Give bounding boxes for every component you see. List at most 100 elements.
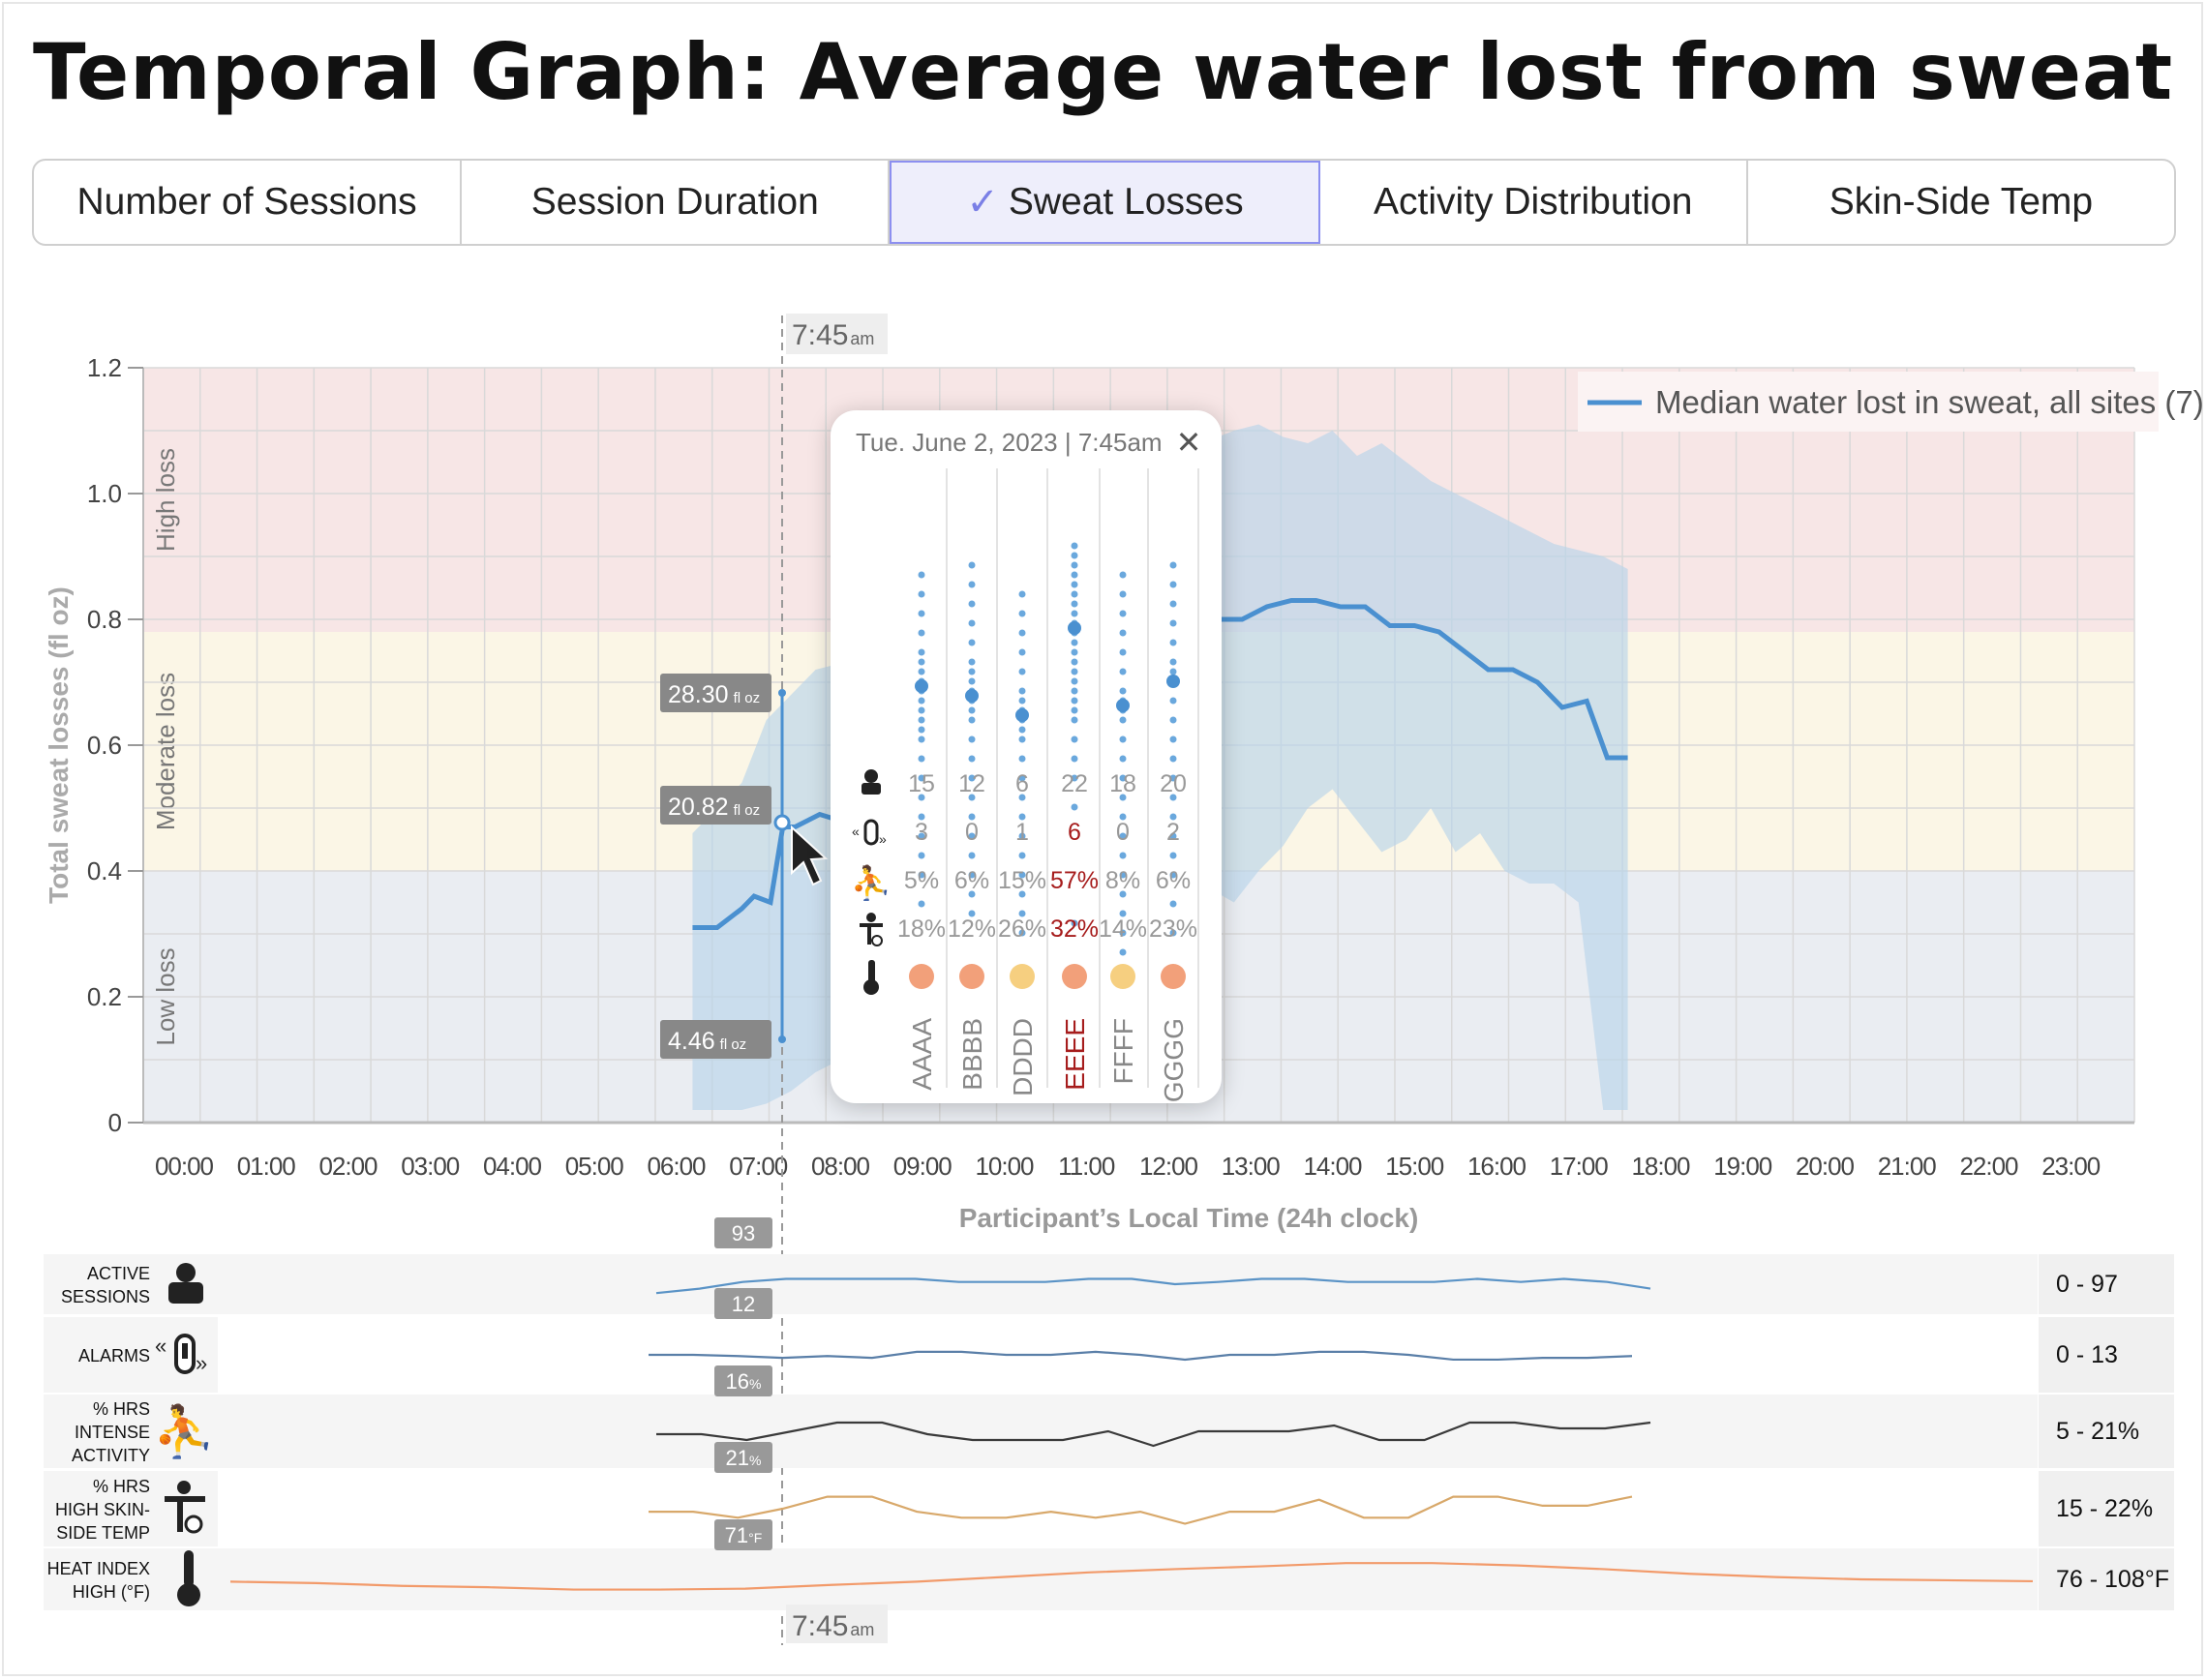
metric-label: ACTIVE xyxy=(87,1264,150,1283)
sample-dot xyxy=(1018,910,1026,917)
icon-part: ⛹ xyxy=(153,1401,216,1460)
metric-sparkline xyxy=(649,1495,1633,1525)
sample-dot xyxy=(1018,832,1026,840)
zone-label: Moderate loss xyxy=(151,673,180,830)
icon-part xyxy=(866,913,876,922)
sample-dot xyxy=(1018,735,1026,743)
icon-part xyxy=(863,819,879,846)
metric-cursor-tag xyxy=(714,1442,772,1473)
mouse-pointer-icon xyxy=(791,825,829,886)
sample-dot xyxy=(1119,852,1127,859)
sample-dot xyxy=(1071,668,1078,675)
sample-dot xyxy=(968,910,976,917)
cursor-low-dot xyxy=(778,1035,786,1043)
metric-cursor-value: 93 xyxy=(732,1221,755,1245)
x-tick-label: 05:00 xyxy=(565,1152,624,1181)
sample-dot xyxy=(1119,871,1127,879)
x-tick-label: 06:00 xyxy=(647,1152,706,1181)
x-tick-label: 11:00 xyxy=(1058,1152,1115,1181)
popup-cell: 2 xyxy=(1166,819,1180,846)
sample-dot xyxy=(1018,794,1026,801)
cursor-median-dot xyxy=(773,814,791,831)
sample-dot xyxy=(1071,735,1078,743)
sample-dot xyxy=(1169,561,1177,569)
tab-session-duration[interactable]: Session Duration xyxy=(462,161,891,244)
sample-dot xyxy=(1071,581,1078,588)
icon-part: « xyxy=(852,824,860,839)
x-tick-label: 00:00 xyxy=(155,1152,214,1181)
sample-dot xyxy=(1071,755,1078,763)
sample-dot xyxy=(1119,590,1127,598)
heat-index-dot xyxy=(1062,964,1087,989)
sample-dot xyxy=(1119,890,1127,898)
y-tick-label: 0.6 xyxy=(87,731,122,760)
icon-part xyxy=(182,1343,188,1359)
bottom-cursor-time-box xyxy=(786,1605,888,1643)
sample-dot xyxy=(1071,648,1078,656)
sample-dot xyxy=(968,677,976,685)
popup-cell: 6 xyxy=(1068,819,1081,846)
icon-part: « xyxy=(155,1334,166,1358)
sample-dot xyxy=(1071,561,1078,569)
cursor-low-value-box xyxy=(660,1020,771,1059)
median-dot xyxy=(965,689,979,703)
popup-cell: 5% xyxy=(904,867,939,894)
sample-dot xyxy=(1071,803,1078,811)
x-tick-label: 18:00 xyxy=(1631,1152,1690,1181)
sample-dot xyxy=(968,716,976,724)
sample-dot xyxy=(1119,668,1127,675)
sample-dot xyxy=(1119,813,1127,821)
site-label: BBBB xyxy=(957,1018,987,1091)
metric-row-bg xyxy=(44,1395,2038,1468)
alarm-icon: «» xyxy=(155,1334,207,1375)
metric-row-bg xyxy=(44,1254,2038,1314)
icon-part xyxy=(177,1481,191,1494)
sample-dot xyxy=(1169,697,1177,705)
sample-dot xyxy=(1119,929,1127,937)
worker-icon xyxy=(862,769,881,795)
x-tick-label: 22:00 xyxy=(1959,1152,2018,1181)
popup-cell: 6 xyxy=(1015,770,1029,797)
tab-label: Number of Sessions xyxy=(76,181,417,223)
sample-dot xyxy=(918,900,925,908)
sample-dot xyxy=(1119,687,1127,695)
x-tick-label: 17:00 xyxy=(1550,1152,1609,1181)
sample-dot xyxy=(918,706,925,714)
metric-label: HIGH (°F) xyxy=(73,1582,150,1602)
thermometer-icon xyxy=(863,960,879,995)
sample-dot xyxy=(1071,571,1078,579)
heat-index-dot xyxy=(1110,964,1135,989)
sample-dot xyxy=(918,726,925,734)
icon-part xyxy=(176,1263,196,1282)
tab-number-of-sessions[interactable]: Number of Sessions xyxy=(34,161,463,244)
sample-dot xyxy=(1071,687,1078,695)
sample-dot xyxy=(1119,648,1127,656)
cursor-high-value-box xyxy=(660,674,771,712)
sample-dot xyxy=(1169,900,1177,908)
y-axis-title: Total sweat losses (fl oz) xyxy=(44,586,74,904)
x-tick-label: 20:00 xyxy=(1796,1152,1855,1181)
cursor-high-value-unit: fl oz xyxy=(734,690,761,706)
sample-dot xyxy=(968,706,976,714)
sample-dot xyxy=(918,610,925,617)
tab-skin-side-temp[interactable]: Skin-Side Temp xyxy=(1748,161,2174,244)
sample-dot xyxy=(968,890,976,898)
skin-temp-icon xyxy=(860,913,883,946)
metric-range: 0 - 97 xyxy=(2039,1254,2174,1314)
popup-cell: 12% xyxy=(948,915,996,943)
sample-dot xyxy=(1169,794,1177,801)
popup-cell: 26% xyxy=(998,915,1046,943)
legend-box xyxy=(1578,372,2159,432)
sample-dot xyxy=(1169,581,1177,588)
popup-cell: 14% xyxy=(1099,915,1147,943)
sample-dot xyxy=(1071,552,1078,559)
cursor-time-box xyxy=(786,314,888,354)
tab-sweat-losses[interactable]: ✓ Sweat Losses xyxy=(890,161,1320,244)
sample-dot xyxy=(1169,668,1177,675)
site-label: GGGG xyxy=(1159,1018,1189,1102)
sample-dot xyxy=(1169,716,1177,724)
tab-activity-distribution[interactable]: Activity Distribution xyxy=(1320,161,1748,244)
x-tick-label: 16:00 xyxy=(1467,1152,1527,1181)
icon-part xyxy=(868,960,875,983)
